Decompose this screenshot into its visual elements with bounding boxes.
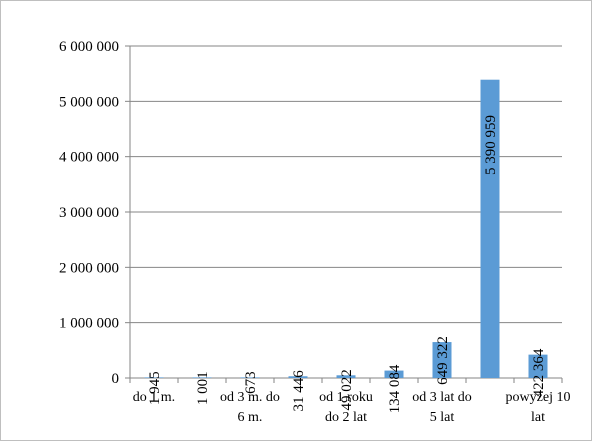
x-tick-label: od 1 roku xyxy=(319,390,373,405)
data-label: 1 001 xyxy=(195,371,211,405)
y-tick-label: 0 xyxy=(112,371,120,387)
y-tick-label: 4 000 000 xyxy=(59,150,119,166)
x-tick-label: 6 m. xyxy=(238,410,263,425)
data-label: 31 446 xyxy=(291,370,307,412)
data-label: 649 322 xyxy=(435,336,451,385)
bar xyxy=(528,354,548,378)
x-tick-label: od 3 m. do xyxy=(220,390,280,405)
bar xyxy=(240,377,260,378)
x-axis-labels: do 1 m. od 3 m. do 6 m. od 1 roku do 2 lat od… xyxy=(133,390,571,425)
x-tick-label: lat xyxy=(531,410,545,425)
data-label: 673 xyxy=(243,371,259,394)
data-label: 1 945 xyxy=(147,371,163,405)
x-tick-label: do 2 lat xyxy=(325,410,367,425)
bar xyxy=(480,79,500,379)
y-tick-label: 1 000 000 xyxy=(59,316,119,332)
x-tick-label: od 3 lat do xyxy=(412,390,472,405)
gridlines xyxy=(125,45,563,383)
data-label: 49 022 xyxy=(339,369,355,410)
bar xyxy=(432,342,452,378)
bar xyxy=(384,370,404,378)
y-tick-label: 6 000 000 xyxy=(59,39,119,55)
data-label: 422 364 xyxy=(531,348,547,397)
x-tick-label: powyżej 10 xyxy=(506,390,571,405)
y-tick-label: 3 000 000 xyxy=(59,205,119,221)
data-label: 134 084 xyxy=(387,364,403,413)
y-tick-label: 2 000 000 xyxy=(59,260,119,276)
bar xyxy=(336,375,356,378)
y-axis-ticks: 0 1 000 000 2 000 000 3 000 000 4 000 000 5 0… xyxy=(59,39,119,387)
x-tick-label: 5 lat xyxy=(430,410,455,425)
bar xyxy=(288,376,308,378)
bars xyxy=(144,79,548,379)
x-tick-label: do 1 m. xyxy=(133,390,175,405)
data-labels: 1 945 1 001 673 31 446 49 022 134 084 649 322 5… xyxy=(147,115,547,413)
bar xyxy=(192,377,212,378)
data-label: 5 390 959 xyxy=(483,115,499,175)
y-tick-label: 5 000 000 xyxy=(59,94,119,110)
bar xyxy=(144,377,164,378)
